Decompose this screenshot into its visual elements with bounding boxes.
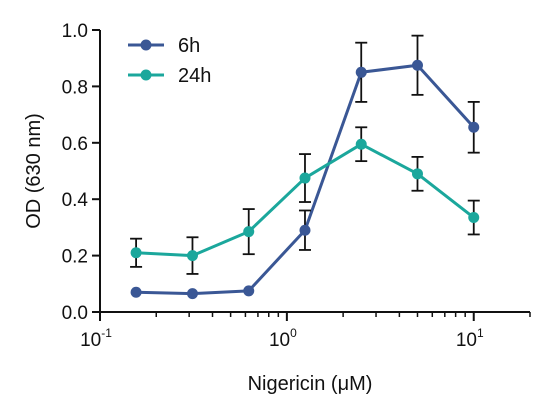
data-point xyxy=(468,212,480,224)
series-24h xyxy=(130,126,480,275)
data-point xyxy=(411,59,423,71)
x-tick-label: 100 xyxy=(269,326,297,351)
y-tick-label: 0.8 xyxy=(62,77,88,98)
y-tick-label: 0.2 xyxy=(62,247,88,268)
y-tick-label: 0.4 xyxy=(62,190,89,211)
data-point xyxy=(130,247,142,259)
data-point xyxy=(130,286,142,298)
data-point xyxy=(355,66,367,78)
data-point xyxy=(186,250,198,262)
data-point xyxy=(355,138,367,150)
y-tick-label: 1.0 xyxy=(62,21,88,42)
x-axis-title: Nigericin (μM) xyxy=(248,373,373,395)
y-tick-label: 0.6 xyxy=(62,134,88,155)
data-point xyxy=(243,285,255,297)
y-axis-ticks: 0.0 0.2 0.4 0.6 0.8 1.0 xyxy=(62,21,100,324)
axes xyxy=(99,30,530,313)
legend-label: 24h xyxy=(178,65,211,87)
data-point xyxy=(299,172,311,184)
data-point xyxy=(468,121,480,133)
y-tick-label: 0.0 xyxy=(62,303,88,324)
legend-label: 6h xyxy=(178,35,200,57)
legend-marker xyxy=(140,69,152,81)
series-6h xyxy=(130,34,480,300)
data-point xyxy=(411,168,423,180)
legend-item-6h: 6h xyxy=(128,35,200,57)
x-tick-label: 10-1 xyxy=(80,326,112,351)
x-tick-label: 101 xyxy=(456,326,484,351)
series-layer xyxy=(130,34,480,300)
data-point xyxy=(299,224,311,236)
data-point xyxy=(243,226,255,238)
legend-item-24h: 24h xyxy=(128,65,211,87)
y-axis-title: OD (630 nm) xyxy=(23,113,45,229)
legend-marker xyxy=(140,39,152,51)
data-point xyxy=(186,288,198,300)
x-axis-ticks: 10-1 100 101 xyxy=(80,312,531,351)
